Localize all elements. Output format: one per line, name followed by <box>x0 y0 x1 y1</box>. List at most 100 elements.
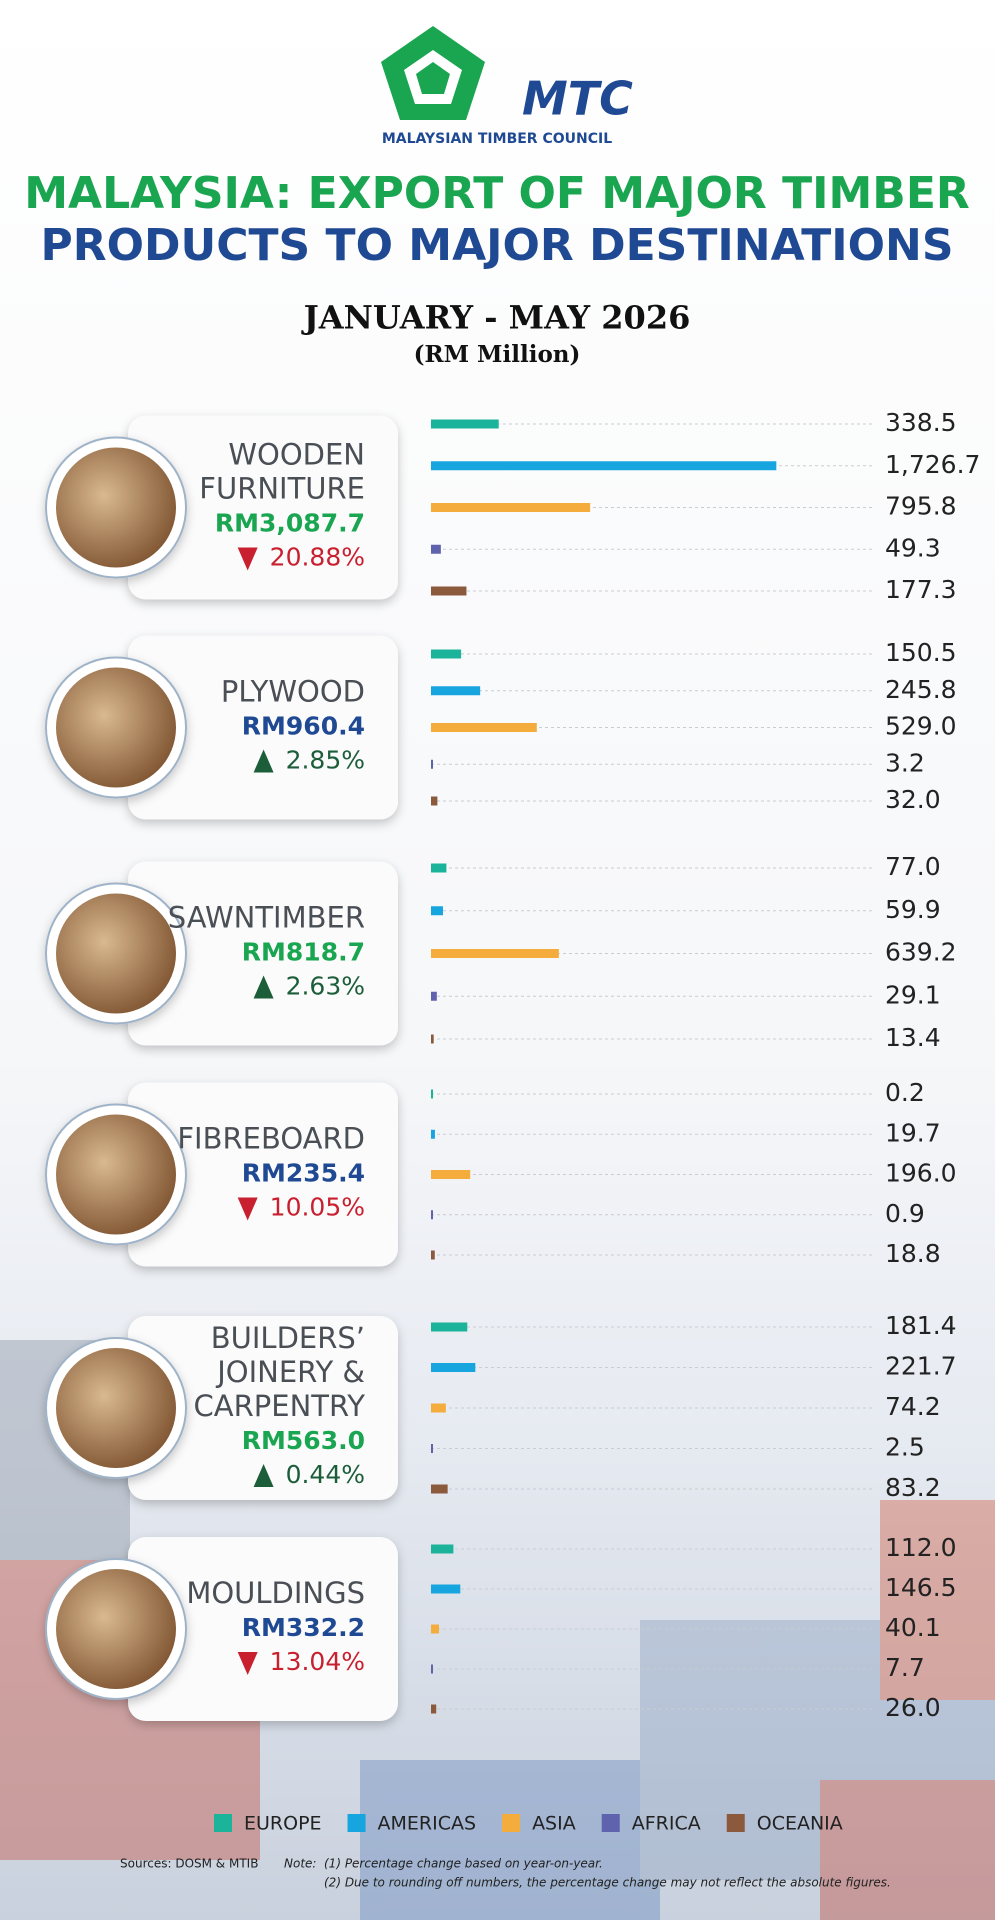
sources: Sources: DOSM & MTIB <box>120 1857 258 1871</box>
value-label: 40.1 <box>885 1613 941 1642</box>
product-total: RM960.4 <box>242 712 365 741</box>
bar <box>431 1089 433 1099</box>
product-change: 2.85% <box>286 746 365 775</box>
trend-arrow <box>253 1464 274 1487</box>
card <box>128 1316 398 1500</box>
bar <box>431 1129 435 1139</box>
value-label: 245.8 <box>885 675 957 704</box>
value-label: 13.4 <box>885 1023 941 1052</box>
legend-label: OCEANIA <box>757 1813 843 1835</box>
product-change: 10.05% <box>270 1193 365 1222</box>
product-change: 13.04% <box>270 1647 365 1676</box>
bar <box>431 503 591 512</box>
product-total: RM818.7 <box>242 938 365 967</box>
legend-label: EUROPE <box>244 1813 322 1835</box>
card <box>128 1082 398 1267</box>
product-name: BUILDERS’ <box>211 1321 365 1355</box>
value-label: 1,726.7 <box>885 450 980 479</box>
unit: (RM Million) <box>414 341 581 368</box>
legend-label: AMERICAS <box>378 1813 477 1835</box>
bar <box>431 949 559 958</box>
product-name: SAWNTIMBER <box>168 901 365 935</box>
value-label: 59.9 <box>885 895 941 924</box>
product-name: JOINERY & <box>215 1355 365 1389</box>
value-label: 177.3 <box>885 575 957 604</box>
product-name: FIBREBOARD <box>177 1122 365 1156</box>
bar <box>431 1210 433 1220</box>
bar <box>431 1444 433 1453</box>
photo <box>56 1348 176 1468</box>
bar <box>431 419 499 429</box>
value-label: 0.9 <box>885 1199 925 1228</box>
value-label: 18.8 <box>885 1239 941 1268</box>
product-total: RM332.2 <box>242 1613 365 1642</box>
photo <box>56 1569 176 1689</box>
bar <box>431 863 447 873</box>
value-label: 639.2 <box>885 938 957 967</box>
card <box>128 861 398 1046</box>
bar <box>431 544 441 554</box>
card <box>128 1537 398 1721</box>
bar <box>431 586 467 596</box>
value-label: 77.0 <box>885 852 941 881</box>
note-label: Note: <box>284 1857 316 1871</box>
bar <box>431 1544 454 1554</box>
photo <box>56 893 176 1014</box>
value-label: 19.7 <box>885 1118 941 1147</box>
bar <box>431 1363 476 1372</box>
product-change: 20.88% <box>270 543 365 572</box>
legend-label: ASIA <box>532 1813 576 1835</box>
legend-swatch <box>347 1814 366 1832</box>
trend-arrow <box>237 1652 258 1675</box>
legend-swatch <box>214 1814 232 1832</box>
value-label: 83.2 <box>885 1473 941 1502</box>
value-label: 529.0 <box>885 712 957 741</box>
value-label: 221.7 <box>885 1352 957 1381</box>
value-label: 74.2 <box>885 1392 941 1421</box>
bar <box>431 1170 471 1179</box>
value-label: 112.0 <box>885 1533 957 1562</box>
bar <box>431 1034 434 1044</box>
card <box>128 415 398 600</box>
product-total: RM563.0 <box>242 1426 365 1455</box>
value-label: 181.4 <box>885 1311 957 1340</box>
value-label: 26.0 <box>885 1693 941 1722</box>
product-total: RM235.4 <box>242 1159 365 1188</box>
product-name: FURNITURE <box>199 472 365 506</box>
legend-label: AFRICA <box>632 1813 701 1835</box>
value-label: 338.5 <box>885 408 957 437</box>
bar <box>431 1250 435 1260</box>
bar <box>431 1322 468 1332</box>
title: MALAYSIA: EXPORT OF MAJOR TIMBER <box>24 168 970 219</box>
title: PRODUCTS TO MAJOR DESTINATIONS <box>40 220 953 271</box>
logo-mark: MTC <box>522 72 633 126</box>
bar <box>431 906 443 916</box>
legend-swatch <box>502 1814 521 1832</box>
value-label: 29.1 <box>885 980 941 1009</box>
bar <box>431 686 481 696</box>
value-label: 49.3 <box>885 533 941 562</box>
photo <box>56 447 176 568</box>
value-label: 795.8 <box>885 492 957 521</box>
note: (1) Percentage change based on year-on-y… <box>324 1857 603 1871</box>
value-label: 150.5 <box>885 638 957 667</box>
bar <box>431 796 438 806</box>
logo: MTC MALAYSIAN TIMBER COUNCIL <box>381 26 633 147</box>
value-label: 2.5 <box>885 1433 925 1462</box>
trend-arrow <box>237 1197 258 1221</box>
value-label: 32.0 <box>885 785 941 814</box>
bar <box>431 1484 448 1494</box>
value-label: 3.2 <box>885 748 925 777</box>
bar <box>431 461 777 471</box>
product-name: CARPENTRY <box>194 1389 366 1423</box>
photo <box>56 667 176 788</box>
product-name: WOODEN <box>228 438 365 472</box>
product-total: RM3,087.7 <box>215 509 365 538</box>
bar <box>431 759 433 769</box>
legend-swatch <box>601 1814 620 1832</box>
value-label: 196.0 <box>885 1159 957 1188</box>
bar <box>431 1664 433 1674</box>
legend: EUROPE AMERICAS ASIA AFRICA OCEANIA <box>214 1813 843 1835</box>
